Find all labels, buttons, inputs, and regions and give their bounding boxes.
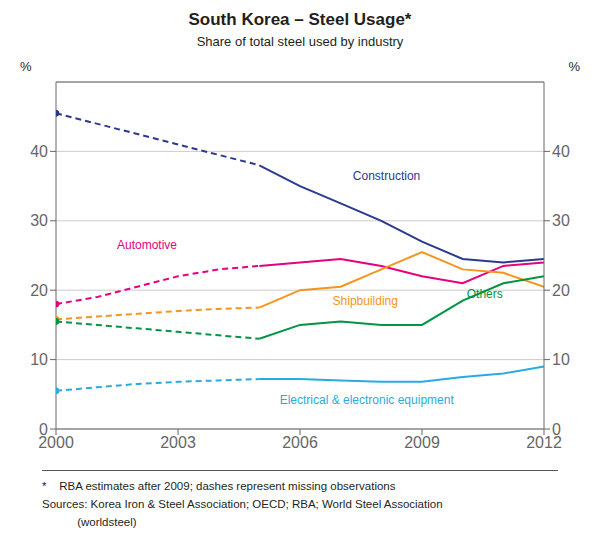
svg-text:2003: 2003	[160, 434, 196, 451]
svg-text:2000: 2000	[38, 434, 74, 452]
svg-text:20: 20	[552, 282, 570, 299]
html-text:(worldsteel): (worldsteel)	[42, 516, 137, 528]
svg-text:30: 30	[30, 212, 48, 229]
svg-text:40: 40	[552, 143, 570, 160]
svg-text:0: 0	[39, 421, 48, 438]
html-text:South Korea – Steel Usage*: South Korea – Steel Usage*	[188, 10, 412, 29]
svg-text:Shipbuilding: Shipbuilding	[333, 294, 398, 308]
svg-text:Others: Others	[467, 287, 503, 301]
svg-text:10: 10	[30, 351, 48, 368]
svg-text:0: 0	[552, 421, 561, 438]
svg-text:2006: 2006	[282, 434, 318, 451]
html-text:Sources: Korea Iron & Steel As: Sources: Korea Iron & Steel Association;…	[42, 498, 443, 510]
svg-text:Electrical & electronic equipm: Electrical & electronic equipment	[280, 393, 455, 407]
html-text:* RBA estimates after 2009; da: * RBA estimates after 2009; dashes repre…	[42, 480, 396, 492]
svg-text:10: 10	[552, 351, 570, 368]
svg-text:2009: 2009	[404, 434, 440, 451]
svg-text:30: 30	[552, 212, 570, 229]
svg-text:2012: 2012	[526, 434, 562, 452]
svg-text:40: 40	[30, 143, 48, 160]
svg-text:Construction: Construction	[353, 169, 420, 183]
svg-text:Automotive: Automotive	[117, 238, 177, 252]
html-text:Share of total steel used by i: Share of total steel used by industry	[196, 34, 404, 49]
svg-text:20: 20	[30, 282, 48, 299]
